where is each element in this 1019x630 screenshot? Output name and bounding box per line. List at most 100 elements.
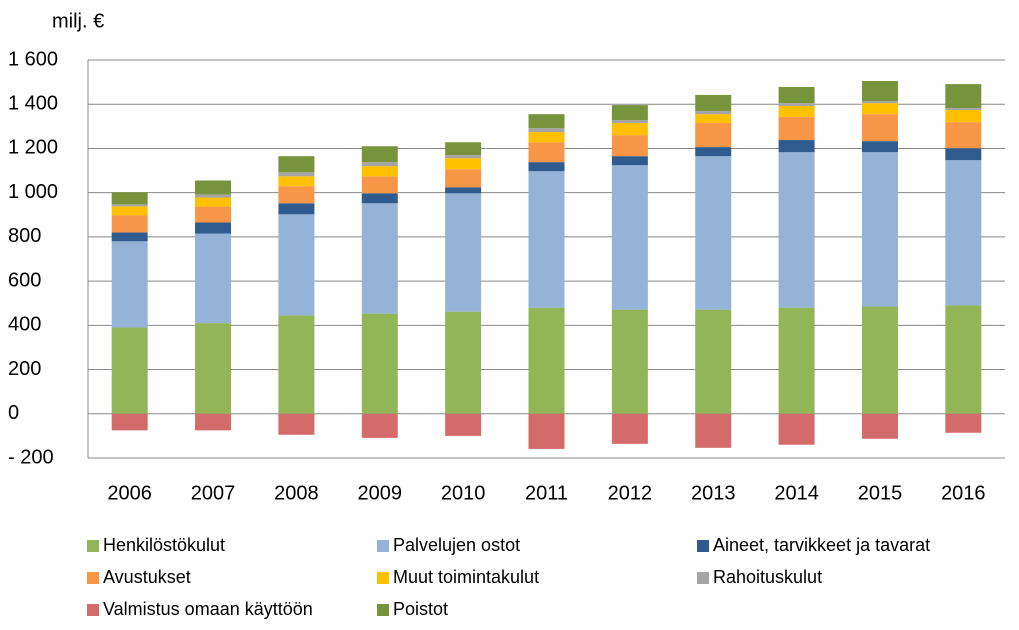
bar-segment	[195, 413, 232, 431]
bar-segment	[611, 309, 648, 414]
bar-segment	[945, 160, 982, 306]
bar-segment	[528, 128, 565, 133]
y-tick-label: 1 400	[8, 93, 58, 115]
bar-segment	[695, 147, 732, 157]
bar-segment	[861, 101, 898, 104]
bar-segment	[778, 307, 815, 414]
bar-segment	[278, 203, 315, 215]
bar-segment	[111, 204, 148, 207]
bar-segment	[445, 187, 482, 194]
bar-segment	[111, 241, 148, 328]
y-tick-label: 800	[8, 225, 41, 247]
x-tick-label: 2012	[608, 482, 653, 504]
bar-segment	[195, 197, 232, 207]
bar-segment	[278, 214, 315, 316]
bar-segment	[611, 165, 648, 310]
bar-segment	[778, 413, 815, 445]
legend-label: Henkilöstökulut	[103, 535, 225, 555]
bar-segment	[528, 132, 565, 143]
bar-segment	[111, 413, 148, 431]
bar-segment	[695, 156, 732, 310]
bar-segment	[361, 146, 398, 163]
legend-swatch	[87, 572, 99, 584]
x-tick-label: 2006	[107, 482, 152, 504]
bar-segment	[861, 413, 898, 439]
legend-label: Aineet, tarvikkeet ja tavarat	[713, 535, 930, 555]
bar-segment	[111, 215, 148, 233]
bar-segment	[528, 114, 565, 129]
bar-segment	[611, 123, 648, 136]
bar-segment	[695, 123, 732, 148]
bar-segment	[445, 311, 482, 414]
bar-segment	[278, 315, 315, 414]
bar-segment	[445, 158, 482, 170]
y-tick-label: 1 600	[8, 48, 58, 70]
y-tick-label: 1 000	[8, 181, 58, 203]
x-tick-label: 2015	[858, 482, 903, 504]
bar-segment	[695, 111, 732, 115]
bar-segment	[111, 232, 148, 242]
bar-segment	[945, 148, 982, 161]
bar-segment	[528, 142, 565, 163]
bar-segment	[611, 120, 648, 124]
legend-swatch	[377, 540, 389, 552]
bar-segment	[695, 309, 732, 414]
bar-segment	[695, 94, 732, 112]
y-axis-label: milj. €	[52, 10, 104, 32]
bar-segment	[111, 327, 148, 414]
bar-segment	[778, 140, 815, 153]
legend-label: Rahoituskulut	[713, 567, 822, 587]
bar-segment	[528, 413, 565, 449]
bar-segment	[611, 105, 648, 121]
bar-segment	[361, 413, 398, 438]
bar-segment	[528, 171, 565, 308]
bar-segment	[861, 152, 898, 307]
bar-segment	[945, 84, 982, 108]
legend-swatch	[377, 572, 389, 584]
bar-segment	[361, 176, 398, 194]
bar-segment	[695, 114, 732, 124]
bar-segment	[445, 142, 482, 156]
y-tick-label: 200	[8, 358, 41, 380]
bar-segment	[861, 114, 898, 142]
bar-segment	[528, 307, 565, 414]
bar-segment	[945, 305, 982, 414]
bar-segment	[445, 413, 482, 436]
bar-segment	[195, 323, 232, 414]
legend-label: Poistot	[393, 599, 448, 619]
bar-segment	[778, 103, 815, 106]
x-tick-label: 2011	[525, 482, 568, 504]
bar-segment	[528, 162, 565, 172]
legend-label: Avustukset	[103, 567, 191, 587]
bar-segment	[945, 109, 982, 123]
bar-segment	[861, 306, 898, 414]
bar-segment	[111, 192, 148, 205]
bar-segment	[278, 186, 315, 204]
bar-segment	[445, 155, 482, 159]
bar-segment	[111, 206, 148, 216]
bar-segment	[195, 194, 232, 198]
legend-swatch	[377, 604, 389, 616]
bar-segment	[361, 162, 398, 167]
bar-segment	[445, 169, 482, 188]
bar-segment	[278, 172, 315, 177]
x-tick-label: 2007	[191, 482, 236, 504]
bar-segment	[195, 206, 232, 223]
y-tick-label: 1 200	[8, 137, 58, 159]
bar-segment	[445, 193, 482, 312]
bar-segment	[195, 222, 232, 234]
y-tick-label: 600	[8, 269, 41, 291]
x-tick-label: 2010	[441, 482, 486, 504]
bar-segment	[611, 156, 648, 166]
bar-segment	[278, 156, 315, 173]
bar-segment	[278, 176, 315, 187]
bar-segment	[361, 313, 398, 414]
x-tick-label: 2013	[691, 482, 736, 504]
legend-label: Valmistus omaan käyttöön	[103, 599, 313, 619]
bar-segment	[945, 107, 982, 110]
bar-segment	[361, 203, 398, 314]
bar-segment	[778, 105, 815, 118]
bar-segment	[361, 193, 398, 204]
bar-segment	[361, 166, 398, 177]
